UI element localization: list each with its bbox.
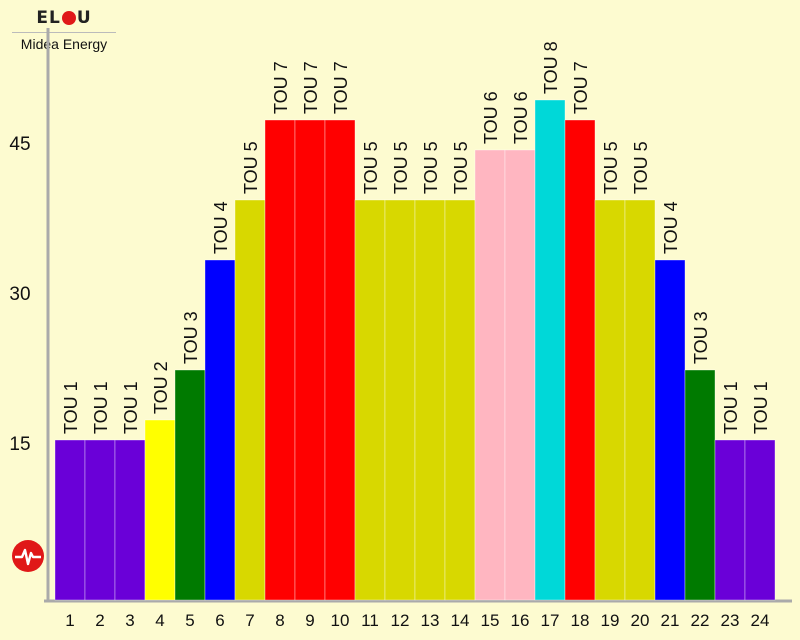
bar-label-3: TOU 1: [121, 381, 141, 434]
x-tick-label-11: 11: [361, 611, 379, 630]
bar-23: [714, 439, 746, 601]
bar-16: [504, 149, 536, 601]
x-tick-label-4: 4: [155, 611, 164, 630]
bar-label-19: TOU 5: [601, 141, 621, 194]
bar-label-6: TOU 4: [211, 201, 231, 254]
x-tick-label-16: 16: [511, 611, 530, 630]
bar-label-7: TOU 5: [241, 141, 261, 194]
bar-1: [54, 439, 86, 601]
x-tick-label-15: 15: [481, 611, 500, 630]
bar-18: [564, 119, 596, 601]
y-tick-label-1: 30: [9, 284, 30, 305]
bar-label-8: TOU 7: [271, 61, 291, 114]
bar-label-14: TOU 5: [451, 141, 471, 194]
bar-19: [594, 199, 626, 601]
pulse-icon: [12, 540, 44, 572]
bar-6: [204, 259, 236, 601]
bar-8: [264, 119, 296, 601]
bar-20: [624, 199, 656, 601]
bar-2: [84, 439, 116, 601]
bar-11: [354, 199, 386, 601]
bar-17: [534, 99, 566, 601]
bar-10: [324, 119, 356, 601]
logo-text-right: U: [76, 8, 92, 28]
bar-15: [474, 149, 506, 601]
bar-label-9: TOU 7: [301, 61, 321, 114]
bar-label-23: TOU 1: [721, 381, 741, 434]
brand-divider: [12, 32, 116, 33]
bar-5: [174, 369, 206, 601]
y-tick-label-0: 15: [9, 434, 30, 455]
x-tick-label-9: 9: [305, 611, 314, 630]
bar-label-21: TOU 4: [661, 201, 681, 254]
bar-label-22: TOU 3: [691, 311, 711, 364]
x-tick-label-1: 1: [65, 611, 74, 630]
x-tick-label-17: 17: [541, 611, 560, 630]
bar-4: [144, 419, 176, 601]
x-tick-label-6: 6: [215, 611, 224, 630]
bar-24: [744, 439, 776, 601]
bar-label-13: TOU 5: [421, 141, 441, 194]
bar-label-12: TOU 5: [391, 141, 411, 194]
brand-name: Midea Energy: [20, 36, 108, 52]
x-tick-label-18: 18: [571, 611, 590, 630]
x-tick-label-21: 21: [661, 611, 680, 630]
x-tick-label-3: 3: [125, 611, 134, 630]
x-tick-label-23: 23: [721, 611, 740, 630]
logo-text-left: EL: [36, 8, 61, 28]
elou-logo: EL U: [8, 8, 120, 28]
x-tick-label-12: 12: [391, 611, 410, 630]
x-tick-label-10: 10: [331, 611, 350, 630]
bar-14: [444, 199, 476, 601]
bar-7: [234, 199, 266, 601]
x-tick-label-8: 8: [275, 611, 284, 630]
bar-label-1: TOU 1: [61, 381, 81, 434]
x-tick-label-5: 5: [185, 611, 194, 630]
bar-label-2: TOU 1: [91, 381, 111, 434]
x-tick-label-2: 2: [95, 611, 104, 630]
bar-label-17: TOU 8: [541, 41, 561, 94]
x-tick-label-24: 24: [751, 611, 770, 630]
bar-label-15: TOU 6: [481, 91, 501, 144]
bar-12: [384, 199, 416, 601]
bar-label-11: TOU 5: [361, 141, 381, 194]
bar-label-20: TOU 5: [631, 141, 651, 194]
bar-label-5: TOU 3: [181, 311, 201, 364]
x-tick-label-22: 22: [691, 611, 710, 630]
bar-label-10: TOU 7: [331, 61, 351, 114]
bar-21: [654, 259, 686, 601]
bar-label-24: TOU 1: [751, 381, 771, 434]
x-tick-label-13: 13: [421, 611, 440, 630]
y-tick-label-2: 45: [9, 134, 30, 155]
brand-logo-block: EL U Midea Energy: [8, 8, 120, 52]
bar-3: [114, 439, 146, 601]
bar-label-18: TOU 7: [571, 61, 591, 114]
x-tick-label-14: 14: [451, 611, 470, 630]
bar-label-4: TOU 2: [151, 361, 171, 414]
bar-13: [414, 199, 446, 601]
bar-label-16: TOU 6: [511, 91, 531, 144]
x-tick-label-7: 7: [245, 611, 254, 630]
x-tick-label-20: 20: [631, 611, 650, 630]
logo-pulse-dot: [61, 11, 76, 25]
bar-9: [294, 119, 326, 601]
x-tick-label-19: 19: [601, 611, 620, 630]
bar-22: [684, 369, 716, 601]
